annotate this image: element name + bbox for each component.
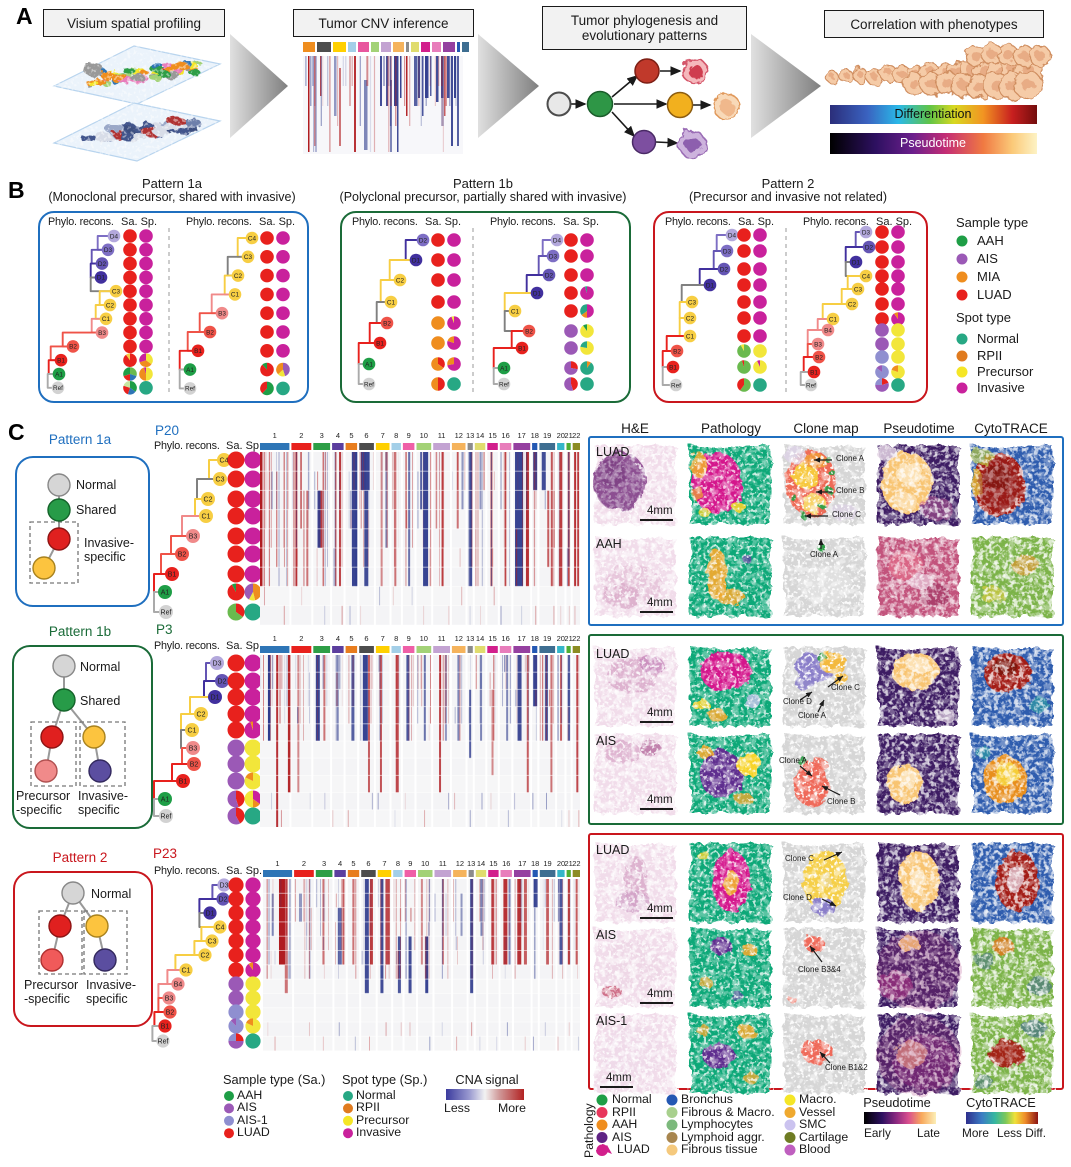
svg-text:7: 7	[381, 431, 385, 440]
svg-text:14: 14	[476, 431, 484, 440]
svg-text:A1: A1	[161, 797, 170, 804]
svg-text:18: 18	[531, 859, 539, 868]
svg-text:6: 6	[364, 634, 368, 643]
svg-text:17: 17	[518, 634, 526, 643]
svg-text:C4: C4	[216, 925, 225, 932]
svg-text:8: 8	[394, 634, 398, 643]
svg-text:15: 15	[489, 859, 497, 868]
svg-text:18: 18	[531, 634, 539, 643]
svg-text:5: 5	[349, 634, 353, 643]
svg-text:14: 14	[477, 859, 485, 868]
svg-text:B1: B1	[179, 779, 188, 786]
svg-text:9: 9	[407, 634, 411, 643]
svg-text:1: 1	[273, 634, 277, 643]
svg-text:21: 21	[564, 634, 572, 643]
svg-text:10: 10	[420, 634, 428, 643]
svg-text:19: 19	[543, 859, 551, 868]
svg-text:12: 12	[456, 859, 464, 868]
svg-text:21: 21	[565, 859, 573, 868]
svg-text:17: 17	[518, 859, 526, 868]
svg-text:10: 10	[421, 859, 429, 868]
svg-text:8: 8	[396, 859, 400, 868]
svg-text:B4: B4	[174, 982, 183, 989]
svg-text:19: 19	[543, 634, 551, 643]
svg-text:4: 4	[336, 431, 340, 440]
svg-text:11: 11	[438, 634, 446, 643]
svg-text:22: 22	[572, 431, 580, 440]
svg-text:D2: D2	[218, 679, 227, 686]
svg-text:C4: C4	[220, 458, 229, 465]
svg-text:12: 12	[455, 431, 463, 440]
svg-text:15: 15	[488, 431, 496, 440]
svg-text:Ref: Ref	[161, 814, 172, 821]
svg-text:5: 5	[349, 431, 353, 440]
svg-text:6: 6	[366, 859, 370, 868]
svg-text:20: 20	[557, 431, 565, 440]
svg-text:C2: C2	[201, 953, 210, 960]
svg-text:20: 20	[557, 634, 565, 643]
svg-text:C3: C3	[208, 939, 217, 946]
svg-text:22: 22	[572, 634, 580, 643]
svg-text:C1: C1	[188, 728, 197, 735]
svg-text:11: 11	[438, 431, 446, 440]
svg-text:12: 12	[455, 634, 463, 643]
svg-text:7: 7	[381, 634, 385, 643]
svg-text:13: 13	[466, 634, 474, 643]
svg-text:2: 2	[302, 859, 306, 868]
svg-text:3: 3	[322, 859, 326, 868]
svg-text:13: 13	[466, 431, 474, 440]
svg-text:8: 8	[394, 431, 398, 440]
svg-text:D2: D2	[219, 897, 228, 904]
svg-text:3: 3	[320, 431, 324, 440]
svg-text:B2: B2	[190, 762, 199, 769]
svg-text:C1: C1	[182, 968, 191, 975]
svg-text:16: 16	[501, 634, 509, 643]
svg-text:1: 1	[275, 859, 279, 868]
svg-text:D1: D1	[211, 695, 220, 702]
svg-text:22: 22	[572, 859, 580, 868]
svg-text:B2: B2	[166, 1010, 175, 1017]
svg-text:9: 9	[407, 431, 411, 440]
svg-text:5: 5	[351, 859, 355, 868]
svg-text:B3: B3	[165, 996, 174, 1003]
svg-text:19: 19	[543, 431, 551, 440]
svg-text:4: 4	[336, 634, 340, 643]
svg-text:20: 20	[557, 859, 565, 868]
svg-text:21: 21	[564, 431, 572, 440]
svg-text:15: 15	[488, 634, 496, 643]
svg-text:D3: D3	[213, 661, 222, 668]
svg-text:16: 16	[502, 859, 510, 868]
svg-text:11: 11	[439, 859, 447, 868]
svg-text:18: 18	[531, 431, 539, 440]
svg-text:Ref: Ref	[158, 1039, 169, 1046]
svg-text:13: 13	[467, 859, 475, 868]
svg-text:10: 10	[420, 431, 428, 440]
svg-text:1: 1	[273, 431, 277, 440]
svg-text:C2: C2	[197, 712, 206, 719]
svg-text:6: 6	[364, 431, 368, 440]
svg-text:4: 4	[338, 859, 342, 868]
svg-text:2: 2	[299, 431, 303, 440]
svg-text:17: 17	[518, 431, 526, 440]
svg-text:B1: B1	[161, 1024, 170, 1031]
svg-text:14: 14	[476, 634, 484, 643]
svg-text:D3: D3	[220, 883, 229, 890]
svg-text:D1: D1	[206, 911, 215, 918]
svg-text:B3: B3	[189, 746, 198, 753]
svg-text:9: 9	[408, 859, 412, 868]
svg-text:3: 3	[320, 634, 324, 643]
svg-text:16: 16	[501, 431, 509, 440]
svg-text:7: 7	[382, 859, 386, 868]
svg-text:2: 2	[299, 634, 303, 643]
